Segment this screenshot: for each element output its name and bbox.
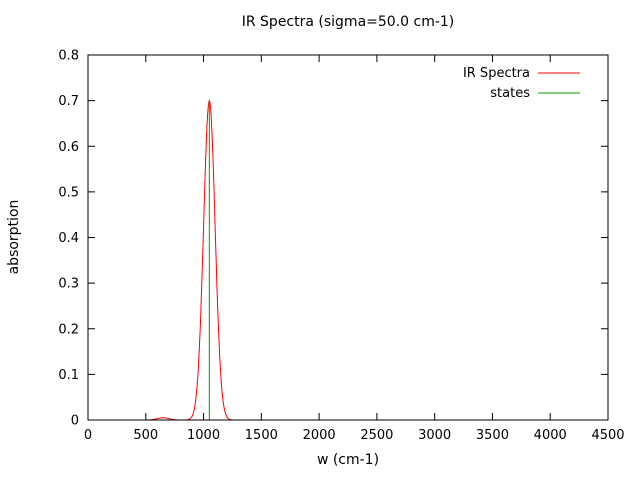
x-tick-label: 4500 xyxy=(591,428,624,443)
axis-ticks: 0 500 1000 1500 2000 2500 3000 3500 4000 4500 0 0.1… xyxy=(58,49,624,444)
y-tick-label: 0.7 xyxy=(58,94,79,109)
x-tick-label: 1500 xyxy=(245,428,278,443)
y-tick-label: 0.5 xyxy=(58,185,79,200)
y-tick-label: 0.1 xyxy=(58,368,79,383)
y-tick-label: 0.2 xyxy=(58,322,79,337)
x-tick-label: 2000 xyxy=(303,428,336,443)
y-tick-label: 0.3 xyxy=(58,277,79,292)
x-tick-label: 4000 xyxy=(534,428,567,443)
x-tick-label: 1000 xyxy=(187,428,220,443)
x-tick-label: 3000 xyxy=(418,428,451,443)
y-tick-label: 0.4 xyxy=(58,231,79,246)
x-tick-label: 3500 xyxy=(476,428,509,443)
y-tick-label: 0.6 xyxy=(58,140,79,155)
legend-label: states xyxy=(490,86,530,101)
y-tick-label: 0.8 xyxy=(58,49,79,64)
y-tick-label: 0 xyxy=(71,414,79,429)
legend-label: IR Spectra xyxy=(463,66,530,81)
series-group xyxy=(88,99,608,421)
series-ir-spectra xyxy=(88,99,608,421)
x-tick-label: 0 xyxy=(84,428,92,443)
chart-title: IR Spectra (sigma=50.0 cm-1) xyxy=(241,14,455,30)
x-tick-label: 2500 xyxy=(360,428,393,443)
x-axis-label: w (cm-1) xyxy=(316,452,380,468)
plot-border xyxy=(87,54,609,421)
x-tick-label: 500 xyxy=(133,428,158,443)
legend: IR Spectra states xyxy=(463,66,580,101)
